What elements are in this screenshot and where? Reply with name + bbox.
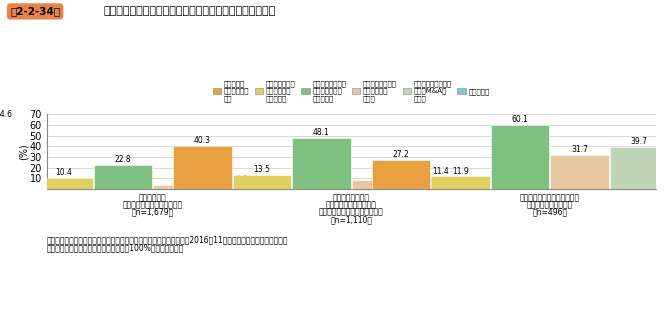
Text: 本人の了承を得ていない: 本人の了承を得ていない — [326, 201, 377, 210]
Text: 後継者選定状況別に見た、後継者選定に当たり行った検討: 後継者選定状況別に見た、後継者選定に当たり行った検討 — [104, 7, 276, 16]
Text: 10.4: 10.4 — [55, 168, 72, 177]
Text: 資料：中小企業庁委託「企業経営の継続に関するアンケート調査」（2016年11月、（株）東京商工リサーチ）: 資料：中小企業庁委託「企業経営の継続に関するアンケート調査」（2016年11月、… — [47, 236, 288, 244]
Bar — [272, 188, 330, 189]
Text: 4.6: 4.6 — [236, 174, 248, 184]
Text: 第2-2-34図: 第2-2-34図 — [10, 7, 60, 16]
Bar — [610, 147, 668, 189]
Text: （n=496）: （n=496） — [532, 208, 567, 217]
Bar — [233, 175, 291, 189]
Legend: 子供や孫を
候補者として
検討, 子供や孫以外の
親族を候補者
として検討, 親族以外の役員・
従業員を候補者
として検討, 候補者を社外から
招聘すること
を: 子供や孫を 候補者として 検討, 子供や孫以外の 親族を候補者 として検討, 親… — [211, 79, 491, 103]
Text: 11.9: 11.9 — [452, 167, 469, 176]
Bar — [491, 125, 549, 189]
Text: 0.9: 0.9 — [494, 178, 506, 187]
Bar — [213, 184, 271, 189]
Text: （注）複数回答のため、合計は必ずしも100%にはならない。: （注）複数回答のため、合計は必ずしも100%にはならない。 — [47, 244, 184, 253]
Bar — [352, 180, 410, 189]
Text: （n=1,110）: （n=1,110） — [330, 215, 372, 224]
Text: 0.5: 0.5 — [296, 179, 308, 188]
Bar — [292, 138, 351, 189]
Text: 候補者はいるが、: 候補者はいるが、 — [332, 194, 370, 202]
Text: 3.6: 3.6 — [177, 176, 189, 185]
Bar — [173, 146, 231, 189]
Text: 40.3: 40.3 — [194, 136, 211, 145]
Bar — [34, 178, 92, 189]
Text: 27.2: 27.2 — [393, 150, 409, 159]
Bar — [432, 176, 490, 189]
Text: 39.7: 39.7 — [631, 137, 648, 146]
Bar — [411, 177, 470, 189]
Y-axis label: (%): (%) — [18, 143, 28, 160]
Text: 48.1: 48.1 — [313, 128, 330, 137]
Text: 60.1: 60.1 — [512, 115, 529, 124]
Text: 決まっている: 決まっている — [139, 194, 167, 202]
Bar — [372, 160, 430, 189]
Text: 64.6: 64.6 — [0, 110, 12, 119]
Text: 8.8: 8.8 — [375, 170, 387, 179]
Bar — [0, 120, 33, 189]
Text: 31.7: 31.7 — [571, 145, 588, 155]
Bar — [471, 188, 529, 189]
Bar — [551, 155, 609, 189]
Text: まだ見付かっていない: まだ見付かっていない — [527, 201, 573, 210]
Bar — [153, 185, 211, 189]
Text: 後継者候補を探しているが、: 後継者候補を探しているが、 — [520, 194, 580, 202]
Text: 11.4: 11.4 — [432, 167, 449, 176]
Bar — [94, 165, 152, 189]
Text: 13.5: 13.5 — [254, 165, 270, 174]
Text: （後継者の了承を得ている）: （後継者の了承を得ている） — [122, 201, 183, 210]
Text: （n=1,679）: （n=1,679） — [132, 208, 174, 217]
Text: （候補者が複数の場合を含む）: （候補者が複数の場合を含む） — [319, 208, 383, 217]
Text: 22.8: 22.8 — [114, 155, 131, 164]
